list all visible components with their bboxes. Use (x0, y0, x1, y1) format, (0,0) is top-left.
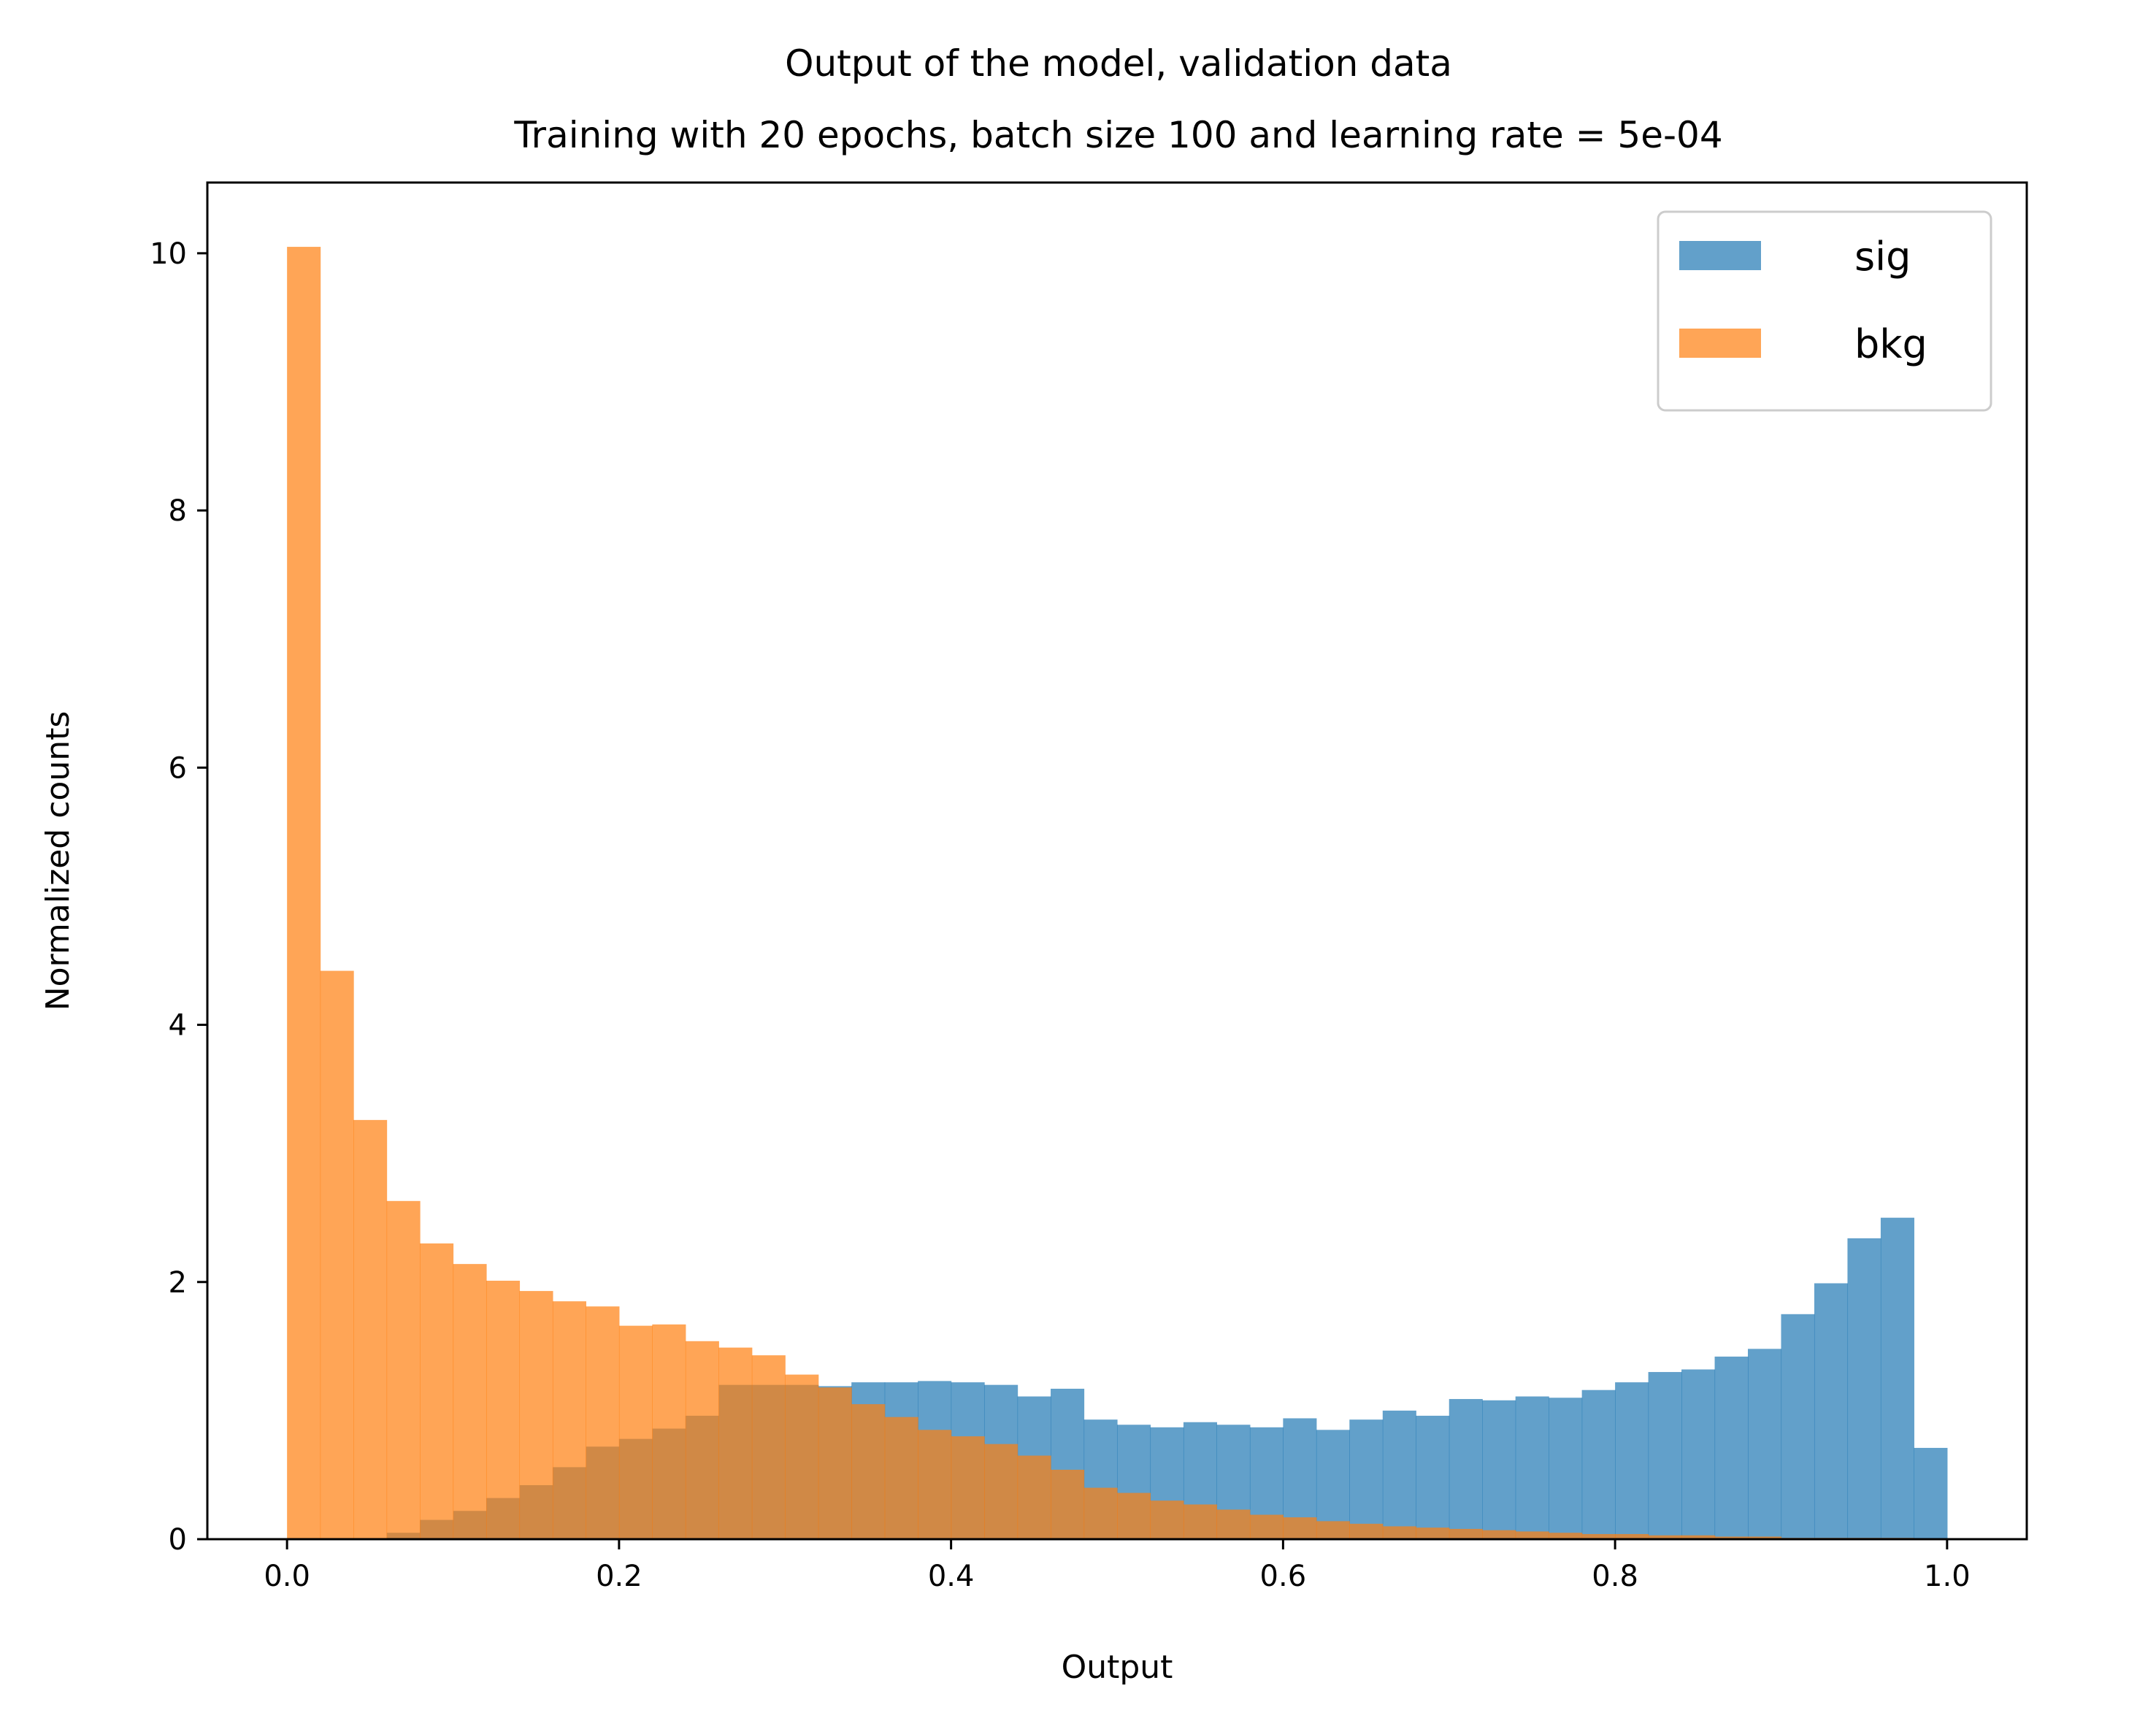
legend-label-sig: sig (1854, 234, 1911, 280)
x-axis-label: Output (1062, 1649, 1173, 1686)
y-tick-label-4: 8 (169, 494, 187, 528)
chart-subtitle: Training with 20 epochs, batch size 100 … (513, 114, 1722, 156)
bar-bkg-6 (486, 1281, 521, 1539)
bar-bkg-31 (1316, 1521, 1350, 1539)
y-tick-label-0: 0 (169, 1523, 187, 1557)
bar-bkg-7 (519, 1291, 553, 1539)
bar-bkg-43 (1714, 1536, 1749, 1539)
bar-bkg-17 (851, 1404, 886, 1539)
bar-bkg-8 (552, 1301, 586, 1539)
bar-bkg-32 (1349, 1523, 1384, 1539)
bar-bkg-28 (1216, 1509, 1251, 1539)
legend-label-bkg: bkg (1854, 321, 1927, 367)
legend: sig bkg (1657, 210, 1992, 412)
bar-sig-43 (1714, 1356, 1749, 1539)
y-axis-ticks: 0 2 4 6 8 10 (150, 237, 207, 1557)
legend-swatch-sig (1679, 241, 1761, 270)
bar-sig-47 (1847, 1238, 1881, 1539)
bar-bkg-39 (1581, 1533, 1616, 1539)
bar-bkg-36 (1482, 1530, 1516, 1539)
y-tick-label-2: 4 (169, 1009, 187, 1043)
bar-sig-33 (1382, 1410, 1416, 1539)
y-axis-label: Normalized counts (39, 711, 77, 1011)
bar-sig-35 (1449, 1399, 1483, 1539)
bar-bkg-14 (751, 1355, 786, 1539)
bar-bkg-24 (1083, 1487, 1118, 1539)
bar-bkg-42 (1681, 1535, 1716, 1539)
bar-sig-38 (1549, 1398, 1583, 1539)
legend-swatch-bkg (1679, 329, 1761, 358)
x-tick-label-1: 0.2 (596, 1560, 642, 1593)
bar-sig-32 (1349, 1419, 1384, 1539)
bar-bkg-16 (818, 1387, 852, 1539)
bar-bkg-13 (718, 1347, 753, 1539)
y-tick-label-3: 6 (169, 751, 187, 785)
bar-sig-45 (1781, 1314, 1815, 1539)
bar-bkg-18 (884, 1417, 918, 1539)
bar-sig-41 (1648, 1372, 1682, 1539)
bar-bkg-29 (1249, 1514, 1284, 1539)
bar-bkg-19 (918, 1430, 952, 1539)
plot-area-frame (206, 181, 2028, 1541)
bar-sig-34 (1416, 1415, 1450, 1539)
bar-bkg-10 (618, 1325, 653, 1539)
y-tick-label-5: 10 (150, 237, 187, 271)
bar-bkg-37 (1515, 1531, 1549, 1539)
bar-bkg-41 (1648, 1535, 1682, 1539)
bar-sig-39 (1581, 1390, 1616, 1539)
series-bkg-bars (287, 247, 1914, 1539)
bar-sig-31 (1316, 1430, 1350, 1539)
bar-bkg-15 (785, 1374, 819, 1539)
bar-bkg-25 (1117, 1492, 1151, 1539)
bar-bkg-4 (420, 1243, 454, 1539)
bar-bkg-33 (1382, 1526, 1416, 1539)
bar-bkg-12 (685, 1341, 719, 1539)
bar-bkg-22 (1017, 1455, 1051, 1539)
bar-bkg-20 (951, 1436, 985, 1539)
bar-bkg-40 (1615, 1533, 1649, 1539)
chart-title: Output of the model, validation data (785, 42, 1452, 85)
x-tick-label-4: 0.8 (1592, 1560, 1638, 1593)
bar-bkg-30 (1283, 1517, 1317, 1539)
x-tick-label-0: 0.0 (264, 1560, 310, 1593)
bar-bkg-38 (1549, 1533, 1583, 1539)
bar-sig-37 (1515, 1396, 1549, 1539)
bar-sig-44 (1748, 1349, 1782, 1539)
x-tick-label-2: 0.4 (928, 1560, 975, 1593)
bar-bkg-44 (1748, 1536, 1782, 1539)
y-tick-label-1: 2 (169, 1266, 187, 1300)
bar-sig-36 (1482, 1400, 1516, 1539)
x-tick-label-3: 0.6 (1260, 1560, 1307, 1593)
bar-bkg-23 (1051, 1469, 1085, 1539)
x-axis-ticks: 0.0 0.2 0.4 0.6 0.8 1.0 (264, 1539, 1971, 1593)
bar-bkg-5 (453, 1264, 487, 1539)
bar-sig-48 (1880, 1217, 1914, 1539)
bar-sig-49 (1914, 1447, 1948, 1539)
x-tick-label-5: 1.0 (1924, 1560, 1971, 1593)
bar-bkg-11 (652, 1324, 686, 1539)
bar-bkg-9 (586, 1306, 620, 1539)
bar-bkg-35 (1449, 1528, 1483, 1539)
bar-bkg-34 (1416, 1528, 1450, 1539)
bar-bkg-27 (1183, 1504, 1218, 1539)
bar-bkg-26 (1150, 1500, 1184, 1539)
bar-sig-42 (1681, 1369, 1716, 1539)
bar-bkg-3 (386, 1200, 421, 1539)
bar-bkg-0 (287, 247, 321, 1539)
bar-bkg-21 (984, 1444, 1018, 1539)
bar-sig-40 (1615, 1382, 1649, 1539)
bar-bkg-2 (353, 1119, 388, 1539)
bar-bkg-1 (320, 970, 354, 1539)
bar-sig-46 (1814, 1283, 1849, 1539)
